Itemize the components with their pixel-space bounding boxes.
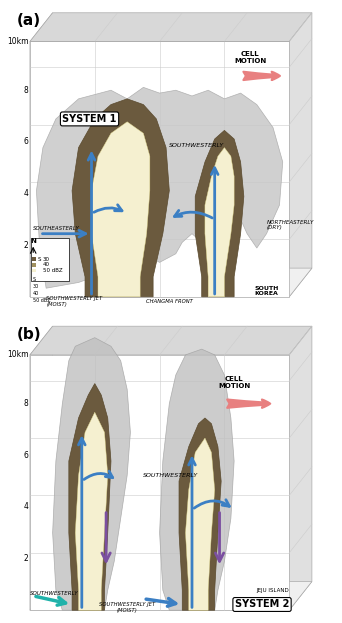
Bar — [31, 269, 37, 272]
Polygon shape — [160, 349, 234, 610]
Text: CELL
MOTION: CELL MOTION — [234, 52, 266, 64]
Polygon shape — [53, 338, 130, 610]
Text: SOUTHWESTERLY JET
(MOIST): SOUTHWESTERLY JET (MOIST) — [99, 602, 155, 613]
Text: 10km: 10km — [7, 37, 28, 46]
Polygon shape — [30, 326, 53, 610]
Bar — [31, 264, 37, 267]
Text: SOUTHWESTERLY: SOUTHWESTERLY — [169, 143, 225, 148]
FancyBboxPatch shape — [30, 238, 69, 281]
Polygon shape — [37, 87, 283, 288]
Text: S: S — [38, 257, 41, 262]
Text: SOUTH
KOREA: SOUTH KOREA — [254, 286, 279, 297]
Text: 8: 8 — [24, 86, 28, 95]
Text: SOUTHWESTERLY: SOUTHWESTERLY — [143, 473, 199, 478]
Polygon shape — [92, 121, 150, 297]
Polygon shape — [75, 412, 108, 610]
Text: (b): (b) — [17, 326, 42, 341]
Text: 4: 4 — [24, 189, 28, 198]
Text: SOUTHWESTERLY: SOUTHWESTERLY — [30, 591, 79, 596]
Text: 10km: 10km — [7, 350, 28, 359]
Polygon shape — [72, 99, 169, 297]
Polygon shape — [205, 148, 234, 297]
Polygon shape — [30, 355, 289, 610]
Polygon shape — [179, 418, 221, 610]
Bar — [31, 257, 37, 261]
Text: CHANGMA FRONT: CHANGMA FRONT — [146, 299, 193, 304]
Text: SOUTHWESTERLY JET
(MOIST): SOUTHWESTERLY JET (MOIST) — [46, 296, 102, 307]
Text: 8: 8 — [24, 399, 28, 408]
Text: 50 dBZ: 50 dBZ — [43, 268, 63, 273]
Text: S
30
40
50 dBZ: S 30 40 50 dBZ — [32, 277, 50, 303]
Polygon shape — [195, 130, 244, 297]
Text: N: N — [30, 238, 36, 244]
Text: 2: 2 — [24, 554, 28, 563]
Text: SYSTEM 1: SYSTEM 1 — [62, 114, 117, 124]
Text: NORTHEASTERLY
(DRY): NORTHEASTERLY (DRY) — [266, 220, 314, 231]
Polygon shape — [30, 13, 53, 297]
Text: (a): (a) — [17, 13, 41, 28]
Polygon shape — [30, 268, 312, 297]
Polygon shape — [30, 42, 289, 297]
Polygon shape — [69, 384, 111, 610]
Text: 4: 4 — [24, 502, 28, 511]
Text: 40: 40 — [43, 262, 50, 267]
Polygon shape — [30, 581, 312, 610]
Text: CELL
MOTION: CELL MOTION — [218, 376, 250, 389]
Text: 6: 6 — [24, 138, 28, 146]
Text: JEJU ISLAND: JEJU ISLAND — [257, 587, 290, 592]
Polygon shape — [289, 326, 312, 610]
Text: 6: 6 — [24, 451, 28, 460]
Polygon shape — [30, 13, 312, 42]
Text: 2: 2 — [24, 240, 28, 250]
Polygon shape — [185, 438, 215, 610]
Polygon shape — [30, 326, 312, 355]
Polygon shape — [289, 13, 312, 297]
Text: 30: 30 — [43, 257, 50, 262]
Text: SOUTHEASTERLY: SOUTHEASTERLY — [33, 226, 80, 231]
Text: SYSTEM 2: SYSTEM 2 — [235, 599, 289, 609]
